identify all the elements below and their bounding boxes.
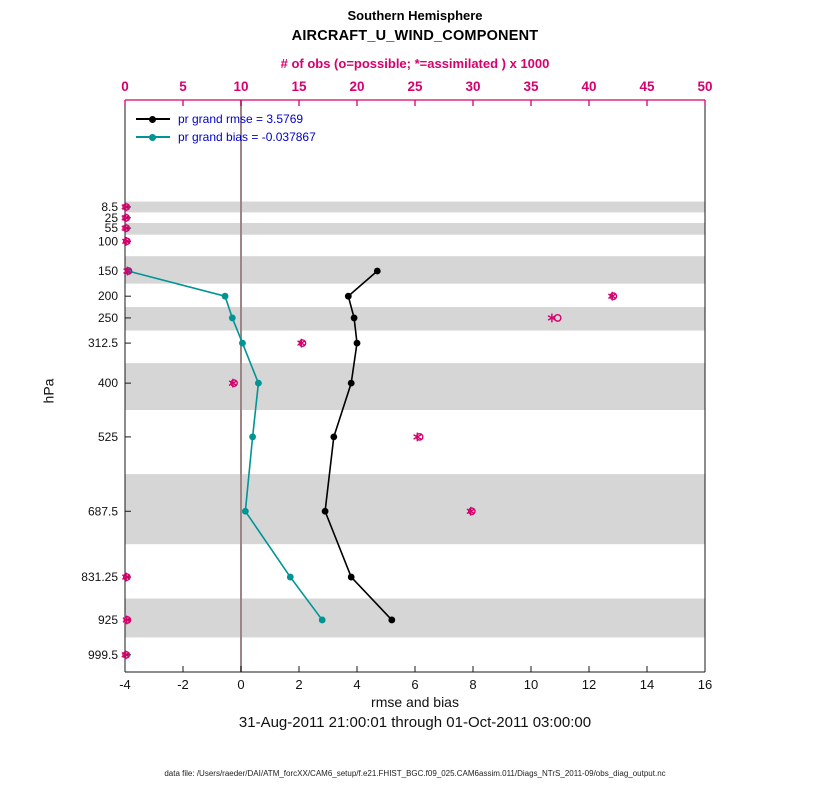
svg-text:-2: -2 (177, 677, 189, 692)
svg-text:10: 10 (233, 79, 248, 94)
svg-text:25: 25 (105, 211, 119, 225)
svg-text:14: 14 (640, 677, 654, 692)
svg-text:999.5: 999.5 (88, 648, 118, 662)
svg-text:0: 0 (237, 677, 244, 692)
svg-text:20: 20 (349, 79, 364, 94)
svg-text:-4: -4 (119, 677, 131, 692)
bias-line-swatch-icon (136, 133, 170, 141)
svg-text:10: 10 (524, 677, 538, 692)
svg-text:8.5: 8.5 (101, 200, 118, 214)
datafile-caption: data file: /Users/raeder/DAI/ATM_forcXX/… (164, 769, 666, 778)
legend-item-rmse: pr grand rmse = 3.5769 (136, 110, 316, 128)
chart-title: Southern Hemisphere (347, 8, 483, 23)
legend-rmse-label: pr grand rmse = 3.5769 (178, 112, 304, 126)
obs-axis-title: # of obs (o=possible; *=assimilated ) x … (280, 56, 550, 71)
svg-text:525: 525 (98, 430, 118, 444)
svg-text:35: 35 (523, 79, 539, 94)
svg-text:6: 6 (411, 677, 418, 692)
legend-bias-label: pr grand bias = -0.037867 (178, 130, 316, 144)
rmse-marker-icon (149, 115, 156, 123)
svg-text:15: 15 (291, 79, 307, 94)
svg-text:250: 250 (98, 311, 118, 325)
svg-text:200: 200 (98, 289, 118, 303)
y-axis-label: hPa (40, 378, 57, 404)
svg-text:831.25: 831.25 (81, 570, 118, 584)
svg-text:2: 2 (295, 677, 302, 692)
svg-text:0: 0 (121, 79, 129, 94)
chart-subtitle: AIRCRAFT_U_WIND_COMPONENT (291, 28, 539, 44)
svg-text:16: 16 (698, 677, 712, 692)
svg-text:100: 100 (98, 234, 118, 248)
svg-text:312.5: 312.5 (88, 336, 118, 350)
svg-text:30: 30 (465, 79, 480, 94)
svg-text:687.5: 687.5 (88, 504, 118, 518)
svg-text:45: 45 (639, 79, 655, 94)
rmse-line-swatch-icon (136, 115, 170, 123)
svg-text:5: 5 (179, 79, 187, 94)
svg-text:55: 55 (105, 221, 119, 235)
svg-text:12: 12 (582, 677, 596, 692)
legend: pr grand rmse = 3.5769 pr grand bias = -… (136, 110, 316, 146)
bias-marker-icon (149, 133, 156, 141)
legend-item-bias: pr grand bias = -0.037867 (136, 128, 316, 146)
svg-text:150: 150 (98, 264, 118, 278)
timespan-caption: 31-Aug-2011 21:00:01 through 01-Oct-2011… (238, 714, 592, 731)
svg-text:50: 50 (697, 79, 712, 94)
svg-text:400: 400 (98, 376, 118, 390)
svg-text:40: 40 (581, 79, 596, 94)
svg-text:25: 25 (407, 79, 423, 94)
x-axis-label: rmse and bias (371, 694, 459, 710)
svg-text:4: 4 (353, 677, 360, 692)
svg-text:925: 925 (98, 613, 118, 627)
svg-text:8: 8 (469, 677, 476, 692)
